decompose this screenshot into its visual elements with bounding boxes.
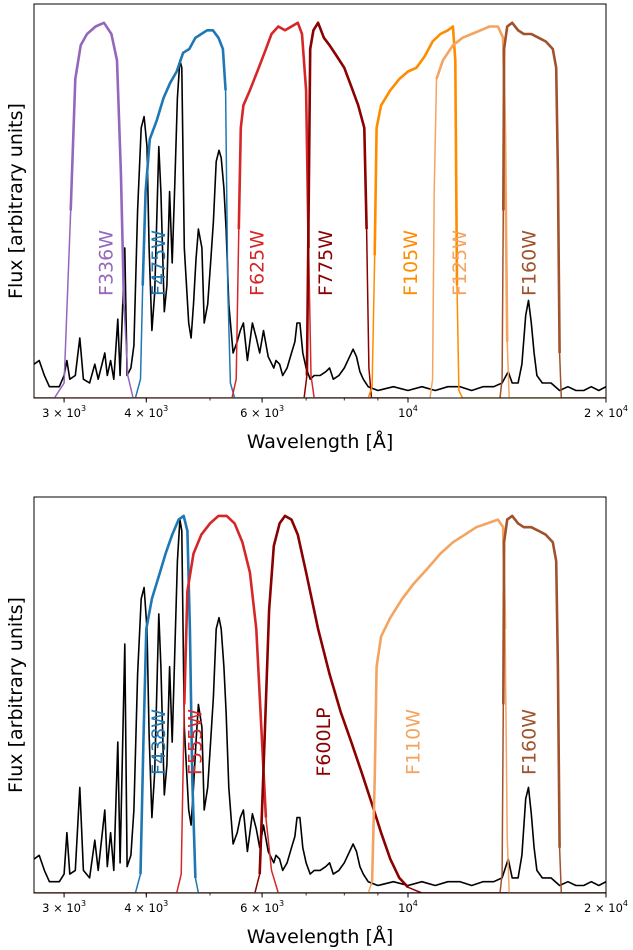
filter-baseline-f160w bbox=[499, 514, 606, 893]
filter-baseline-f160w bbox=[499, 21, 606, 398]
filter-label-f336w: F336W bbox=[96, 230, 118, 296]
filter-curve-f105w bbox=[373, 25, 459, 286]
filter-baseline-f336w bbox=[34, 21, 147, 398]
filter-label-f160w: F160W bbox=[519, 709, 541, 775]
filter-curve-f625w bbox=[237, 21, 310, 248]
filter-curve-f125w bbox=[435, 25, 509, 342]
axes-frame bbox=[33, 3, 607, 399]
filter-curve-f160w bbox=[502, 21, 561, 354]
x-tick-label: 3 × 103 bbox=[42, 404, 86, 420]
filter-curve-f110w bbox=[370, 518, 507, 882]
filter-label-f125w: F125W bbox=[449, 230, 471, 296]
filter-curve-f555w bbox=[183, 514, 268, 818]
y-axis-label: Flux [arbitrary units] bbox=[5, 597, 27, 793]
filter-label-f105w: F105W bbox=[400, 230, 422, 296]
filter-curve-f775w bbox=[305, 21, 368, 376]
filter-label-f775w: F775W bbox=[315, 230, 337, 296]
x-tick-label: 4 × 103 bbox=[124, 404, 168, 420]
filter-curve-f475w bbox=[141, 28, 227, 286]
filter-label-f475w: F475W bbox=[148, 230, 170, 296]
x-tick-label: 3 × 103 bbox=[42, 899, 86, 915]
plot-area bbox=[34, 21, 606, 398]
filter-label-f555w: F555W bbox=[184, 709, 206, 775]
spectrum-line bbox=[34, 59, 606, 392]
panel-bottom: F438W F555W F600LP F110W F160W 3 × 103 4 × 103… bbox=[5, 496, 628, 948]
spectrum-line bbox=[34, 518, 606, 887]
filter-label-f438w: F438W bbox=[148, 709, 170, 775]
filter-label-f110w: F110W bbox=[403, 709, 425, 775]
filter-curve-f438w bbox=[139, 514, 197, 878]
x-axis-label: Wavelength [Å] bbox=[247, 430, 394, 453]
x-tick-label: 104 bbox=[398, 899, 418, 915]
filter-baseline-f105w bbox=[367, 25, 606, 398]
x-tick-label: 4 × 103 bbox=[124, 899, 168, 915]
y-axis-label: Flux [arbitrary units] bbox=[5, 103, 27, 299]
x-tick-label: 2 × 104 bbox=[584, 404, 628, 420]
filter-curve-f160w bbox=[502, 514, 561, 848]
filter-label-f625w: F625W bbox=[246, 230, 268, 296]
filter-label-f160w: F160W bbox=[519, 230, 541, 296]
filter-baseline-f125w bbox=[34, 25, 606, 398]
plot-area bbox=[34, 514, 606, 893]
x-tick-label: 2 × 104 bbox=[584, 899, 628, 915]
filter-baseline-f775w bbox=[303, 21, 408, 398]
x-tick-label: 6 × 103 bbox=[240, 899, 284, 915]
axes-frame bbox=[33, 496, 607, 894]
filter-baseline-f625w bbox=[34, 21, 378, 398]
x-axis-label: Wavelength [Å] bbox=[247, 925, 394, 948]
filter-curve-f336w bbox=[69, 21, 126, 305]
x-tick-label: 104 bbox=[398, 404, 418, 420]
panel-top: F336W F475W F625W F775W F105W F125W F160W 3 × 1… bbox=[5, 3, 628, 453]
filter-label-f600lp: F600LP bbox=[313, 707, 335, 776]
filter-curve-f600lp bbox=[258, 514, 409, 889]
x-tick-label: 6 × 103 bbox=[240, 404, 284, 420]
